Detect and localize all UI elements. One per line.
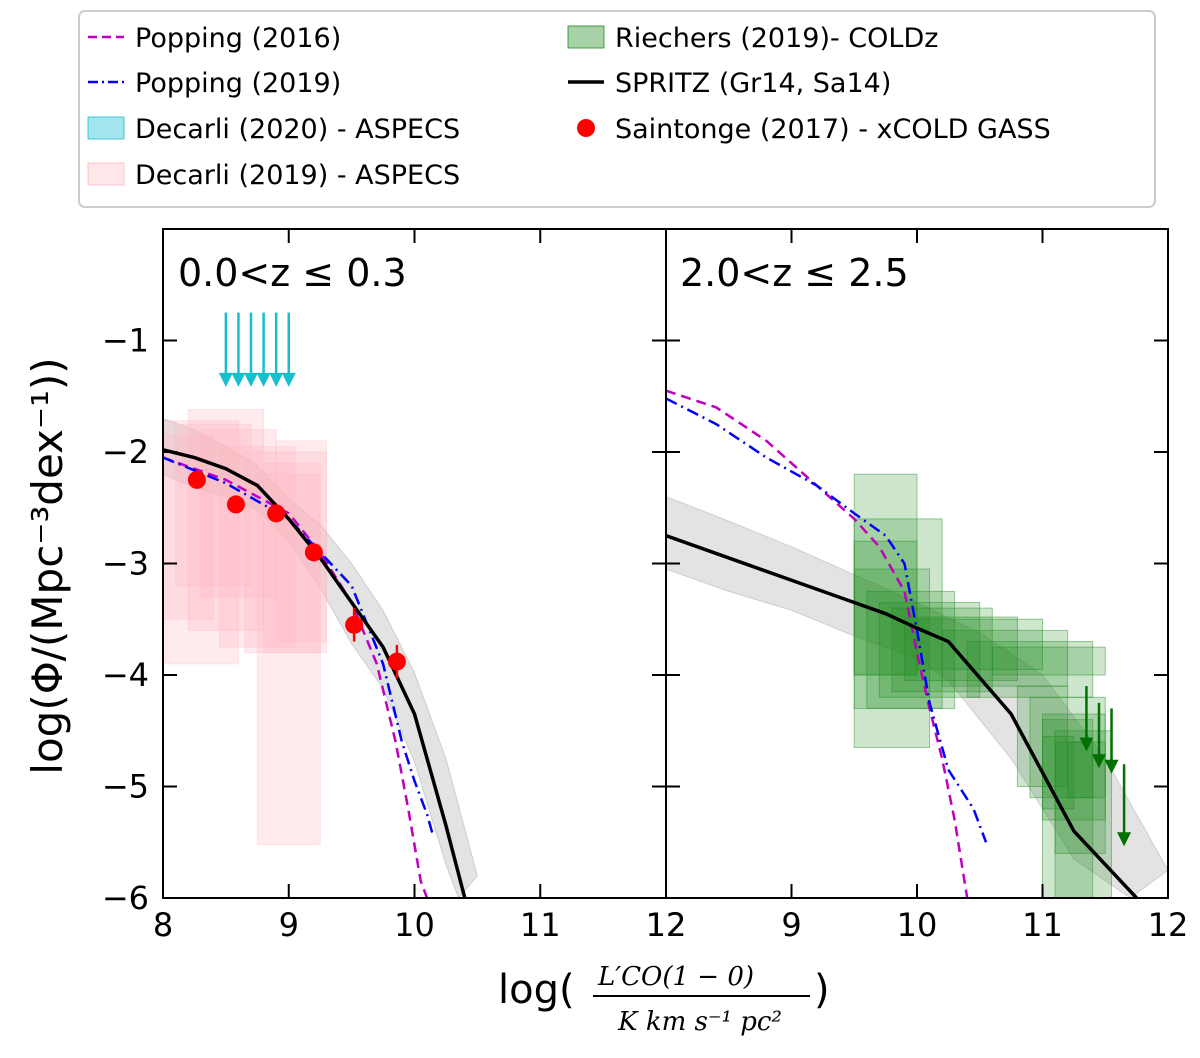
x-tick-label: 10 [897,906,938,944]
riechers2019-box-15 [1042,735,1075,810]
riechers2019-box-8 [916,618,1043,670]
legend-label-0: Popping (2016) [135,23,341,54]
saintonge2017-point-0 [187,470,206,489]
x-axis-label-numerator: L′CO(1 − 0) [597,962,754,992]
decarli2019-box-5 [219,445,296,648]
spritz-line [666,533,1138,898]
popping2019-line [666,397,988,843]
coldz-upper-limit-head-1 [1091,754,1106,769]
legend-swatch-patch [87,116,125,140]
legend-swatch-patch [567,25,605,49]
spritz-uncertainty-band [666,496,1168,898]
legend-swatch-marker [577,119,595,137]
riechers2019-box-18 [1029,696,1106,799]
legend-label-4: Riechers (2019)- COLDz [615,23,938,54]
y-tick-label: −6 [102,879,149,917]
riechers2019-box-11 [991,646,1106,676]
legend-entry-4: Riechers (2019)- COLDz [567,23,938,54]
riechers2019-box-14 [1042,719,1094,898]
saintonge2017-point-4 [345,615,364,634]
legend-entry-0: Popping (2016) [88,23,341,54]
x-tick-label: 12 [1148,906,1189,944]
legend-label-2: Decarli (2020) - ASPECS [135,114,460,145]
y-tick-label: −2 [102,433,149,471]
riechers2019-box-6 [891,607,993,693]
panel-right: 12 9 10 11 12 [646,228,1189,944]
decarli2019-box-0 [163,434,214,620]
legend-entry-3: Decarli (2019) - ASPECS [87,160,460,191]
x-tick-label: 11 [1022,906,1063,944]
panel-right-label: 2.0<z ≤ 2.5 [680,251,909,295]
coldz-upper-limit-head-2 [1104,759,1119,774]
riechers2019-box-3 [853,473,918,676]
y-tick-label: −1 [102,322,149,360]
legend-swatch-patch [87,162,125,186]
popping2016-line [666,389,969,898]
saintonge2017-point-5 [387,652,406,671]
x-tick-label: 10 [394,906,435,944]
legend-label-3: Decarli (2019) - ASPECS [135,160,460,191]
decarli2019-box-9 [275,440,327,643]
legend-entry-2: Decarli (2020) - ASPECS [87,114,460,145]
legend: Popping (2016) Popping (2019) Decarli (202… [78,10,1156,208]
x-axis-label: log( L′CO(1 − 0) K km s⁻¹ pc² ) [498,962,830,1037]
coldz-upper-limit-head-3 [1117,832,1132,847]
plot-area [666,389,1168,898]
legend-entry-1: Popping (2019) [88,68,341,99]
saintonge2017-point-2 [267,504,286,523]
legend-entry-5: SPRITZ (Gr14, Sa14) [568,68,891,99]
x-axis-label-denominator: K km s⁻¹ pc² [617,1007,782,1037]
popping2016-line [163,456,429,898]
plot-area [163,312,478,898]
x-tick-label: 9 [781,906,801,944]
decarli2020-upper-limit-head-5 [281,372,296,387]
panel-left: 8 9 10 11 12 −6 −5 −4 −3 −2 −1 [102,228,687,944]
x-axis-label-prefix: log( [498,967,575,1013]
legend-label-1: Popping (2019) [135,68,341,99]
x-tick-label: 9 [279,906,299,944]
legend-label-6: Saintonge (2017) - xCOLD GASS [615,114,1051,145]
decarli2020-upper-limit-head-2 [244,372,259,387]
legend-label-5: SPRITZ (Gr14, Sa14) [615,68,891,99]
y-tick-label: −3 [102,545,149,583]
y-tick-label: −5 [102,768,149,806]
x-tick-label: 8 [153,906,173,944]
decarli2020-upper-limit-head-3 [256,372,271,387]
y-tick-label: −4 [102,656,149,694]
y-axis-label: log(Φ/(Mpc⁻³dex⁻¹)) [23,357,72,774]
legend-entry-6: Saintonge (2017) - xCOLD GASS [577,114,1051,145]
riechers2019-box-2 [853,518,943,709]
decarli2019-box-7 [256,473,321,845]
decarli2019-box-3 [187,409,265,631]
riechers2019-box-17 [1067,741,1094,799]
x-tick-label: 12 [646,906,687,944]
decarli2020-upper-limit-head-1 [231,372,246,387]
spritz-uncertainty-band [163,418,478,898]
saintonge2017-point-1 [226,495,245,514]
coldz-upper-limit-head-0 [1079,737,1094,752]
decarli2019-box-4 [200,429,277,598]
x-tick-label: 11 [520,906,561,944]
decarli2020-upper-limit-head-4 [269,372,284,387]
x-tick-label: 12 [646,906,687,944]
panel-left-label: 0.0<z ≤ 0.3 [178,251,407,295]
saintonge2017-point-3 [304,543,323,562]
legend-frame [78,10,1156,208]
riechers2019-box-0 [853,540,918,676]
decarli2020-upper-limit-head-0 [218,372,233,387]
x-axis-label-suffix: ) [814,967,830,1013]
riechers2019-box-13 [1042,713,1106,821]
